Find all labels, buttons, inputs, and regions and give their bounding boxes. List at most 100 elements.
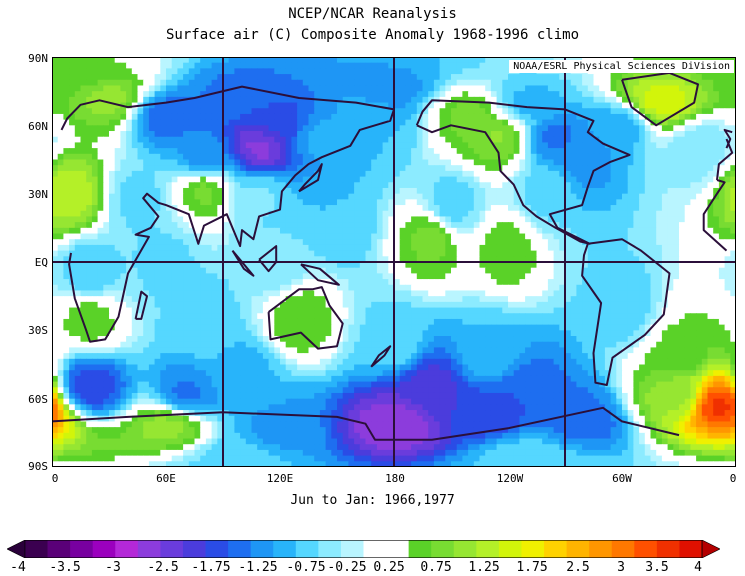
anomaly-cell — [439, 239, 446, 246]
anomaly-cell — [451, 136, 458, 144]
anomaly-cell — [388, 290, 395, 297]
anomaly-cell — [217, 85, 224, 92]
anomaly-cell — [604, 102, 612, 109]
anomaly-cell — [91, 267, 99, 274]
anomaly-cell — [205, 239, 213, 246]
anomaly-cell — [496, 170, 503, 178]
anomaly-cell — [166, 136, 173, 144]
anomaly-cell — [388, 68, 395, 75]
anomaly-cell — [616, 222, 623, 229]
anomaly-cell — [337, 68, 344, 75]
anomaly-cell — [365, 290, 372, 297]
anomaly-cell — [724, 279, 731, 286]
anomaly-cell — [428, 125, 435, 132]
anomaly-cell — [530, 256, 538, 263]
anomaly-cell — [616, 284, 623, 292]
anomaly-cell — [280, 85, 287, 92]
anomaly-cell — [479, 256, 486, 263]
anomaly-cell — [587, 279, 595, 286]
anomaly-cell — [576, 262, 583, 269]
anomaly-cell — [188, 279, 196, 286]
anomaly-cell — [718, 193, 726, 200]
anomaly-cell — [559, 256, 566, 263]
anomaly-cell — [519, 74, 526, 81]
anomaly-cell — [639, 205, 646, 212]
anomaly-cell — [120, 119, 127, 126]
anomaly-cell — [473, 250, 481, 257]
anomaly-cell — [565, 131, 572, 138]
anomaly-cell — [445, 256, 452, 263]
anomaly-cell — [405, 119, 412, 126]
anomaly-cell — [365, 125, 372, 132]
anomaly-cell — [411, 233, 418, 240]
anomaly-cell — [473, 262, 481, 269]
anomaly-cell — [696, 148, 703, 155]
anomaly-cell — [667, 284, 674, 292]
anomaly-cell — [52, 68, 59, 75]
anomaly-cell — [365, 267, 372, 274]
anomaly-cell — [166, 108, 173, 115]
anomaly-cell — [673, 148, 680, 155]
anomaly-cell — [485, 273, 492, 280]
anomaly-cell — [667, 125, 674, 132]
anomaly-cell — [80, 273, 87, 280]
anomaly-cell — [405, 216, 412, 223]
anomaly-cell — [109, 85, 116, 92]
anomaly-cell — [519, 205, 526, 212]
anomaly-cell — [468, 85, 475, 92]
anomaly-cell — [451, 142, 458, 149]
anomaly-cell — [109, 96, 116, 104]
anomaly-cell — [86, 125, 93, 132]
anomaly-cell — [302, 148, 310, 155]
anomaly-cell — [485, 136, 492, 144]
anomaly-cell — [622, 131, 629, 138]
anomaly-cell — [508, 148, 515, 155]
anomaly-cell — [194, 57, 201, 64]
anomaly-cell — [582, 244, 589, 252]
anomaly-cell — [109, 102, 116, 109]
anomaly-cell — [713, 125, 720, 132]
anomaly-cell — [519, 79, 526, 87]
anomaly-cell — [354, 210, 361, 218]
anomaly-cell — [525, 176, 532, 183]
anomaly-cell — [69, 119, 76, 126]
anomaly-cell — [194, 153, 201, 161]
anomaly-cell — [508, 159, 515, 166]
anomaly-cell — [302, 91, 310, 98]
anomaly-cell — [565, 233, 572, 240]
anomaly-cell — [508, 113, 515, 121]
anomaly-cell — [707, 153, 714, 161]
anomaly-cell — [285, 79, 292, 87]
anomaly-cell — [274, 148, 281, 155]
anomaly-cell — [376, 250, 384, 257]
anomaly-cell — [371, 113, 378, 121]
anomaly-cell — [268, 262, 275, 269]
anomaly-cell — [359, 262, 367, 269]
anomaly-cell — [667, 233, 674, 240]
anomaly-cell — [359, 79, 367, 87]
anomaly-cell — [148, 125, 156, 132]
anomaly-cell — [109, 273, 116, 280]
anomaly-cell — [120, 57, 127, 64]
anomaly-cell — [183, 170, 190, 178]
anomaly-cell — [285, 62, 292, 69]
anomaly-cell — [485, 165, 492, 172]
anomaly-cell — [337, 182, 344, 189]
anomaly-cell — [622, 142, 629, 149]
anomaly-cell — [109, 239, 116, 246]
anomaly-cell — [451, 250, 458, 257]
anomaly-cell — [422, 119, 429, 126]
anomaly-cell — [650, 153, 657, 161]
anomaly-cell — [519, 210, 526, 218]
anomaly-cell — [257, 182, 264, 189]
anomaly-cell — [542, 187, 549, 195]
anomaly-cell — [604, 233, 612, 240]
anomaly-cell — [109, 182, 116, 189]
anomaly-cell — [627, 182, 634, 189]
anomaly-cell — [570, 182, 577, 189]
anomaly-cell — [633, 222, 640, 229]
anomaly-cell — [257, 159, 264, 166]
anomaly-cell — [63, 273, 70, 280]
anomaly-cell — [371, 256, 378, 263]
anomaly-cell — [439, 222, 446, 229]
